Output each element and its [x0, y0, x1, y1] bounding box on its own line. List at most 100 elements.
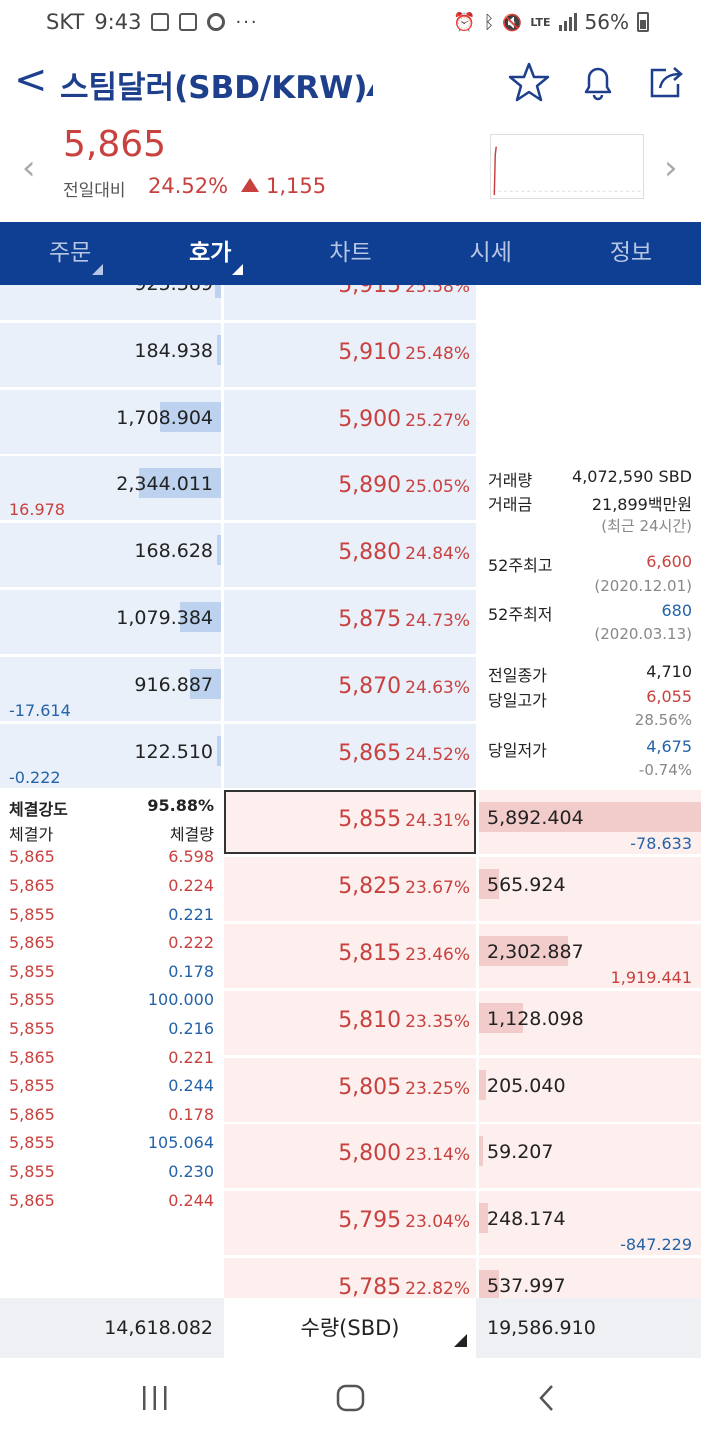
bid-price-text: 5,855 24.31% [338, 807, 470, 832]
unit-selector[interactable]: 수량(SBD) [224, 1298, 476, 1358]
bid-price: 5,805 [338, 1074, 402, 1100]
recent-apps-icon[interactable] [140, 1382, 170, 1414]
tick-row: 5,855 105.064 [9, 1133, 214, 1152]
share-icon[interactable] [644, 60, 688, 104]
ask-qty-cell[interactable]: 168.628 [0, 523, 221, 588]
ask-price-cell[interactable]: 5,890 25.05% [224, 456, 476, 521]
ask-volume-bar [180, 602, 221, 632]
bid-qty-cell[interactable]: 565.924 [479, 857, 701, 922]
ask-total: 14,618.082 [104, 1317, 213, 1339]
ask-qty-cell[interactable]: 2,344.011 [0, 456, 221, 521]
bid-qty: 59.207 [487, 1141, 554, 1164]
ask-qty: 184.938 [134, 339, 213, 362]
unit-dropdown-icon[interactable] [454, 1334, 467, 1347]
ask-percent: 24.84% [405, 544, 470, 565]
ask-qty: 168.628 [134, 540, 213, 563]
bid-volume-bar [479, 869, 499, 900]
bid-percent: 24.31% [405, 811, 470, 832]
bid-volume-bar [479, 1203, 488, 1234]
ask-qty-cell[interactable]: 1,079.384 [0, 590, 221, 654]
prev-close-value: 4,710 [646, 662, 692, 681]
market-dropdown-icon[interactable] [366, 84, 373, 96]
ask-price-text: 5,870 24.63% [338, 674, 470, 699]
ask-price-text: 5,865 24.52% [338, 741, 470, 766]
bid-qty-cell[interactable]: 2,302.887 [479, 924, 701, 988]
market-title[interactable]: 스팀달러(SBD/KRW) [60, 70, 368, 106]
tick-price: 5,865 [9, 847, 55, 867]
ask-price-cell[interactable]: 5,910 25.48% [224, 322, 476, 387]
bid-qty-cell[interactable]: 5,892.404 [479, 790, 701, 855]
bid-price-cell[interactable]: 5,805 23.25% [224, 1057, 476, 1122]
tab-info[interactable]: 정보 [561, 222, 701, 285]
gallery-icon [151, 13, 170, 31]
ask-price: 5,915 [338, 285, 402, 298]
ask-price-cell[interactable]: 5,865 24.52% [224, 723, 476, 788]
tick-row: 5,865 0.222 [9, 933, 214, 952]
bid-price-cell[interactable]: 5,785 22.82% [224, 1258, 476, 1298]
bid-price-cell[interactable]: 5,825 23.67% [224, 857, 476, 922]
ticks-header: 체결가 체결량 [9, 821, 214, 845]
tab-orderbook[interactable]: 호가 [140, 222, 280, 285]
bid-price-cell[interactable]: 5,810 23.35% [224, 990, 476, 1055]
trade-strength-value: 95.88% [147, 796, 214, 816]
volume-value: 4,072,590 SBD [572, 467, 692, 486]
bid-price-cell[interactable]: 5,800 23.14% [224, 1124, 476, 1189]
tick-row: 5,855 0.216 [9, 1019, 214, 1038]
bid-price-cell[interactable]: 5,815 23.46% [224, 924, 476, 988]
bid-price-cell[interactable]: 5,795 23.04% [224, 1191, 476, 1256]
bid-volume-bar [479, 1270, 499, 1298]
home-icon[interactable] [335, 1382, 367, 1414]
bid-qty: 5,892.404 [487, 807, 584, 830]
bid-qty-cell[interactable]: 59.207 [479, 1124, 701, 1189]
bid-qty-cell[interactable]: 1,128.098 [479, 990, 701, 1055]
tick-row: 5,855 0.230 [9, 1162, 214, 1181]
ask-qty-cell[interactable]: 184.938 [0, 322, 221, 387]
day-low-value: 4,675 [646, 737, 692, 756]
ask-price-cell[interactable]: 5,915 25.58% [224, 285, 476, 320]
day-low-percent: -0.74% [638, 761, 692, 779]
bid-price-text: 5,785 22.82% [338, 1275, 470, 1298]
bid-qty-cell[interactable]: 205.040 [479, 1057, 701, 1122]
bid-total: 19,586.910 [487, 1317, 596, 1339]
ask-percent: 25.05% [405, 477, 470, 498]
battery-percent: 56% [584, 10, 629, 34]
tab-order[interactable]: 주문 [0, 222, 140, 285]
bid-price-text: 5,795 23.04% [338, 1208, 470, 1233]
bid-percent: 23.46% [405, 945, 470, 965]
ask-price-cell[interactable]: 5,870 24.63% [224, 656, 476, 721]
ask-volume-bar [216, 535, 221, 566]
tick-price: 5,865 [9, 875, 55, 895]
ask-qty-cell[interactable]: 925.389 [0, 285, 221, 320]
tab-chart[interactable]: 차트 [280, 222, 420, 285]
ask-qty-cell[interactable]: 122.510 [0, 723, 221, 788]
ask-price-cell[interactable]: 5,880 24.84% [224, 523, 476, 588]
mini-chart[interactable] [490, 134, 644, 199]
next-market-button[interactable]: › [664, 148, 678, 188]
tab-trades[interactable]: 시세 [421, 222, 561, 285]
ask-price-cell[interactable]: 5,875 24.73% [224, 590, 476, 654]
bid-percent: 23.04% [405, 1212, 470, 1233]
ask-price: 5,900 [338, 406, 402, 432]
bid-price: 5,855 [338, 807, 402, 833]
ask-price: 5,870 [338, 673, 402, 699]
tick-row: 5,865 0.224 [9, 876, 214, 895]
tick-price: 5,855 [9, 961, 55, 981]
bid-qty-cell[interactable]: 537.997 [479, 1258, 701, 1298]
ask-price-cell[interactable]: 5,900 25.27% [224, 389, 476, 454]
day-low-label: 당일저가 [488, 741, 547, 760]
bid-qty-cell[interactable]: 248.174 [479, 1191, 701, 1256]
current-price-cell[interactable]: 5,855 24.31% [224, 790, 476, 855]
bell-icon[interactable] [576, 60, 620, 104]
bluetooth-icon: ᛒ [483, 11, 495, 33]
star-icon[interactable] [507, 60, 551, 104]
ask-qty-cell[interactable]: 916.887 [0, 656, 221, 721]
back-button[interactable]: < [14, 57, 48, 103]
back-nav-icon[interactable] [535, 1382, 559, 1414]
ask-price-text: 5,875 24.73% [338, 607, 470, 632]
bid-volume-bar [479, 1002, 524, 1033]
ask-volume-bar [216, 735, 221, 766]
tick-qty: 0.224 [168, 875, 214, 895]
ask-qty-cell[interactable]: 1,708.904 [0, 389, 221, 454]
previous-market-button[interactable]: ‹ [22, 148, 36, 188]
